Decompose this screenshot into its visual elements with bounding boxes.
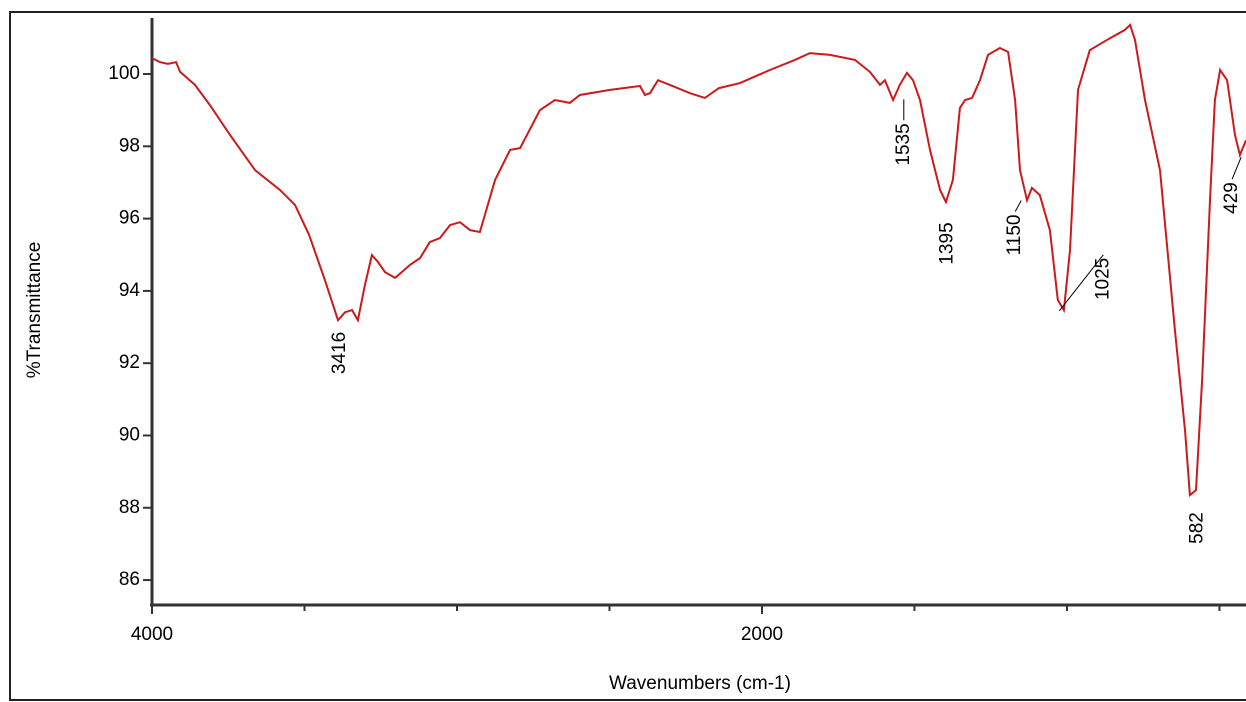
y-tick-label: 88 [119, 497, 140, 518]
peak-label: 1025 [1092, 258, 1113, 300]
y-tick-label: 92 [119, 352, 140, 373]
y-tick-label: 94 [119, 280, 141, 301]
y-tick-label: 98 [119, 135, 140, 156]
frame [9, 11, 1246, 701]
peak-label: 582 [1186, 512, 1207, 544]
x-tick-label: 2000 [741, 624, 783, 645]
spectrum-line [151, 23, 1246, 498]
x-tick-label: 4000 [131, 624, 173, 645]
y-tick-label: 86 [119, 569, 140, 590]
peak-label: 1150 [1004, 215, 1025, 256]
x-axis-label: Wavenumbers (cm-1) [609, 673, 791, 694]
peak-label: 1535 [893, 123, 914, 165]
leader-line [1231, 156, 1242, 180]
y-tick-label: 90 [119, 424, 140, 445]
y-tick-label: 100 [108, 63, 140, 84]
peak-label: 3416 [329, 332, 350, 374]
peak-label: 1395 [937, 222, 958, 264]
peak-label: 429 [1221, 182, 1242, 214]
y-tick-label: 96 [119, 208, 140, 229]
y-axis-label: %Transmittance [24, 242, 45, 379]
leader-line [1058, 254, 1104, 312]
leader-line [1014, 200, 1022, 212]
